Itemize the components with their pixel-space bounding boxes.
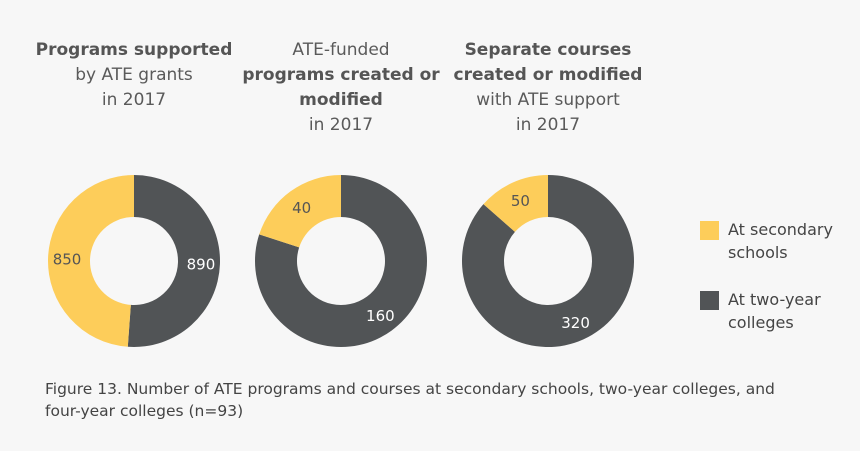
chart-title-line: in 2017 (308, 115, 374, 135)
legend-label: colleges (728, 313, 794, 332)
legend-swatch-secondary (700, 221, 719, 240)
chart-title-line: with ATE support (476, 90, 620, 110)
slice-secondary (47, 175, 134, 347)
chart-title-line: Separate courses (464, 40, 632, 60)
chart-title: ATE-funded programs created or modified in … (226, 38, 456, 138)
chart-title-line: in 2017 (101, 90, 167, 110)
slice-secondary (259, 175, 341, 248)
slice-secondary (483, 175, 548, 232)
chart-title-line: modified (299, 90, 383, 110)
chart-title-line: in 2017 (515, 115, 581, 135)
data-label: 50 (511, 192, 530, 210)
data-label: 850 (53, 251, 82, 269)
legend-label: At two-year (728, 290, 821, 309)
chart-title: Programs supported by ATE grants in 2017 (19, 38, 249, 113)
figure-caption: Figure 13. Number of ATE programs and co… (45, 380, 775, 420)
legend-label: schools (728, 243, 788, 262)
data-label: 160 (366, 307, 395, 325)
chart-title-line: by ATE grants (75, 65, 193, 85)
chart-title-line: programs created or (242, 65, 440, 85)
data-label: 890 (187, 255, 216, 273)
chart-title-line: ATE-funded (292, 40, 390, 60)
slice-two-year (254, 175, 427, 347)
legend-swatch-two-year (700, 291, 719, 310)
slice-two-year (461, 175, 634, 347)
legend-item-two-year: At two-year colleges (700, 288, 821, 334)
chart-title: Separate courses created or modified with … (433, 38, 663, 138)
chart-title-line: created or modified (453, 65, 643, 85)
legend-item-secondary: At secondary schools (700, 218, 833, 264)
data-label: 320 (561, 314, 590, 332)
chart-title-line: Programs supported (35, 40, 233, 60)
legend-label: At secondary (728, 220, 833, 239)
slice-two-year (127, 175, 220, 347)
data-label: 40 (292, 199, 311, 217)
